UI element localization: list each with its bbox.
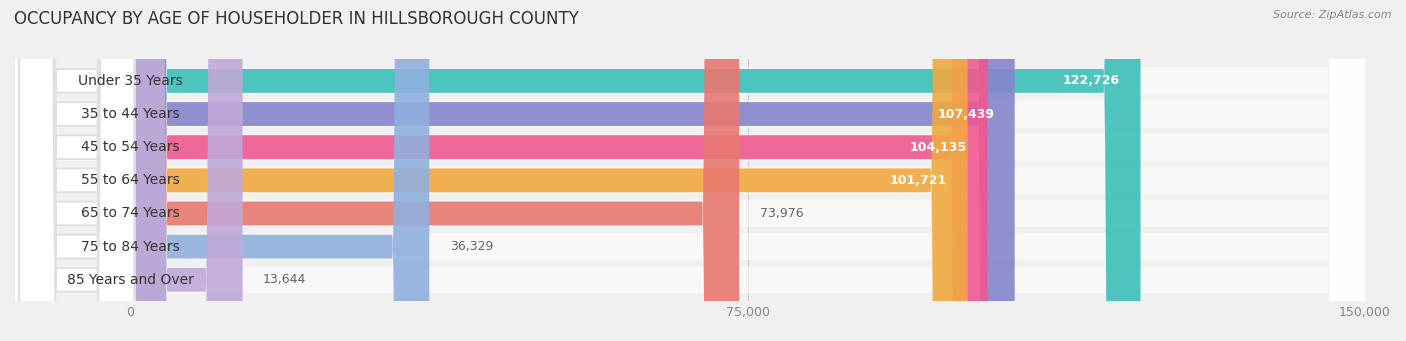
FancyBboxPatch shape [7, 0, 1365, 341]
Text: 36,329: 36,329 [450, 240, 494, 253]
Text: 85 Years and Over: 85 Years and Over [67, 273, 194, 287]
Text: Under 35 Years: Under 35 Years [77, 74, 183, 88]
FancyBboxPatch shape [131, 0, 987, 341]
Text: OCCUPANCY BY AGE OF HOUSEHOLDER IN HILLSBOROUGH COUNTY: OCCUPANCY BY AGE OF HOUSEHOLDER IN HILLS… [14, 10, 579, 28]
FancyBboxPatch shape [131, 0, 1015, 341]
FancyBboxPatch shape [131, 0, 1140, 341]
Text: 35 to 44 Years: 35 to 44 Years [82, 107, 180, 121]
FancyBboxPatch shape [7, 0, 1365, 341]
FancyBboxPatch shape [131, 0, 243, 341]
FancyBboxPatch shape [20, 0, 135, 341]
FancyBboxPatch shape [7, 0, 1365, 341]
Text: 73,976: 73,976 [759, 207, 803, 220]
Text: 65 to 74 Years: 65 to 74 Years [82, 206, 180, 221]
FancyBboxPatch shape [131, 0, 740, 341]
FancyBboxPatch shape [7, 0, 1365, 341]
FancyBboxPatch shape [20, 0, 135, 341]
FancyBboxPatch shape [131, 0, 429, 341]
Text: 104,135: 104,135 [910, 141, 967, 154]
Text: 101,721: 101,721 [890, 174, 948, 187]
Text: 75 to 84 Years: 75 to 84 Years [82, 240, 180, 254]
Text: 122,726: 122,726 [1063, 74, 1121, 87]
Text: 45 to 54 Years: 45 to 54 Years [82, 140, 180, 154]
FancyBboxPatch shape [7, 0, 1365, 341]
FancyBboxPatch shape [20, 0, 135, 341]
Text: Source: ZipAtlas.com: Source: ZipAtlas.com [1274, 10, 1392, 20]
FancyBboxPatch shape [20, 0, 135, 341]
FancyBboxPatch shape [20, 0, 135, 341]
Text: 13,644: 13,644 [263, 273, 307, 286]
Text: 107,439: 107,439 [938, 107, 994, 120]
FancyBboxPatch shape [20, 0, 135, 341]
FancyBboxPatch shape [131, 0, 967, 341]
FancyBboxPatch shape [20, 0, 135, 341]
Text: 55 to 64 Years: 55 to 64 Years [82, 173, 180, 187]
FancyBboxPatch shape [7, 0, 1365, 341]
FancyBboxPatch shape [7, 0, 1365, 341]
